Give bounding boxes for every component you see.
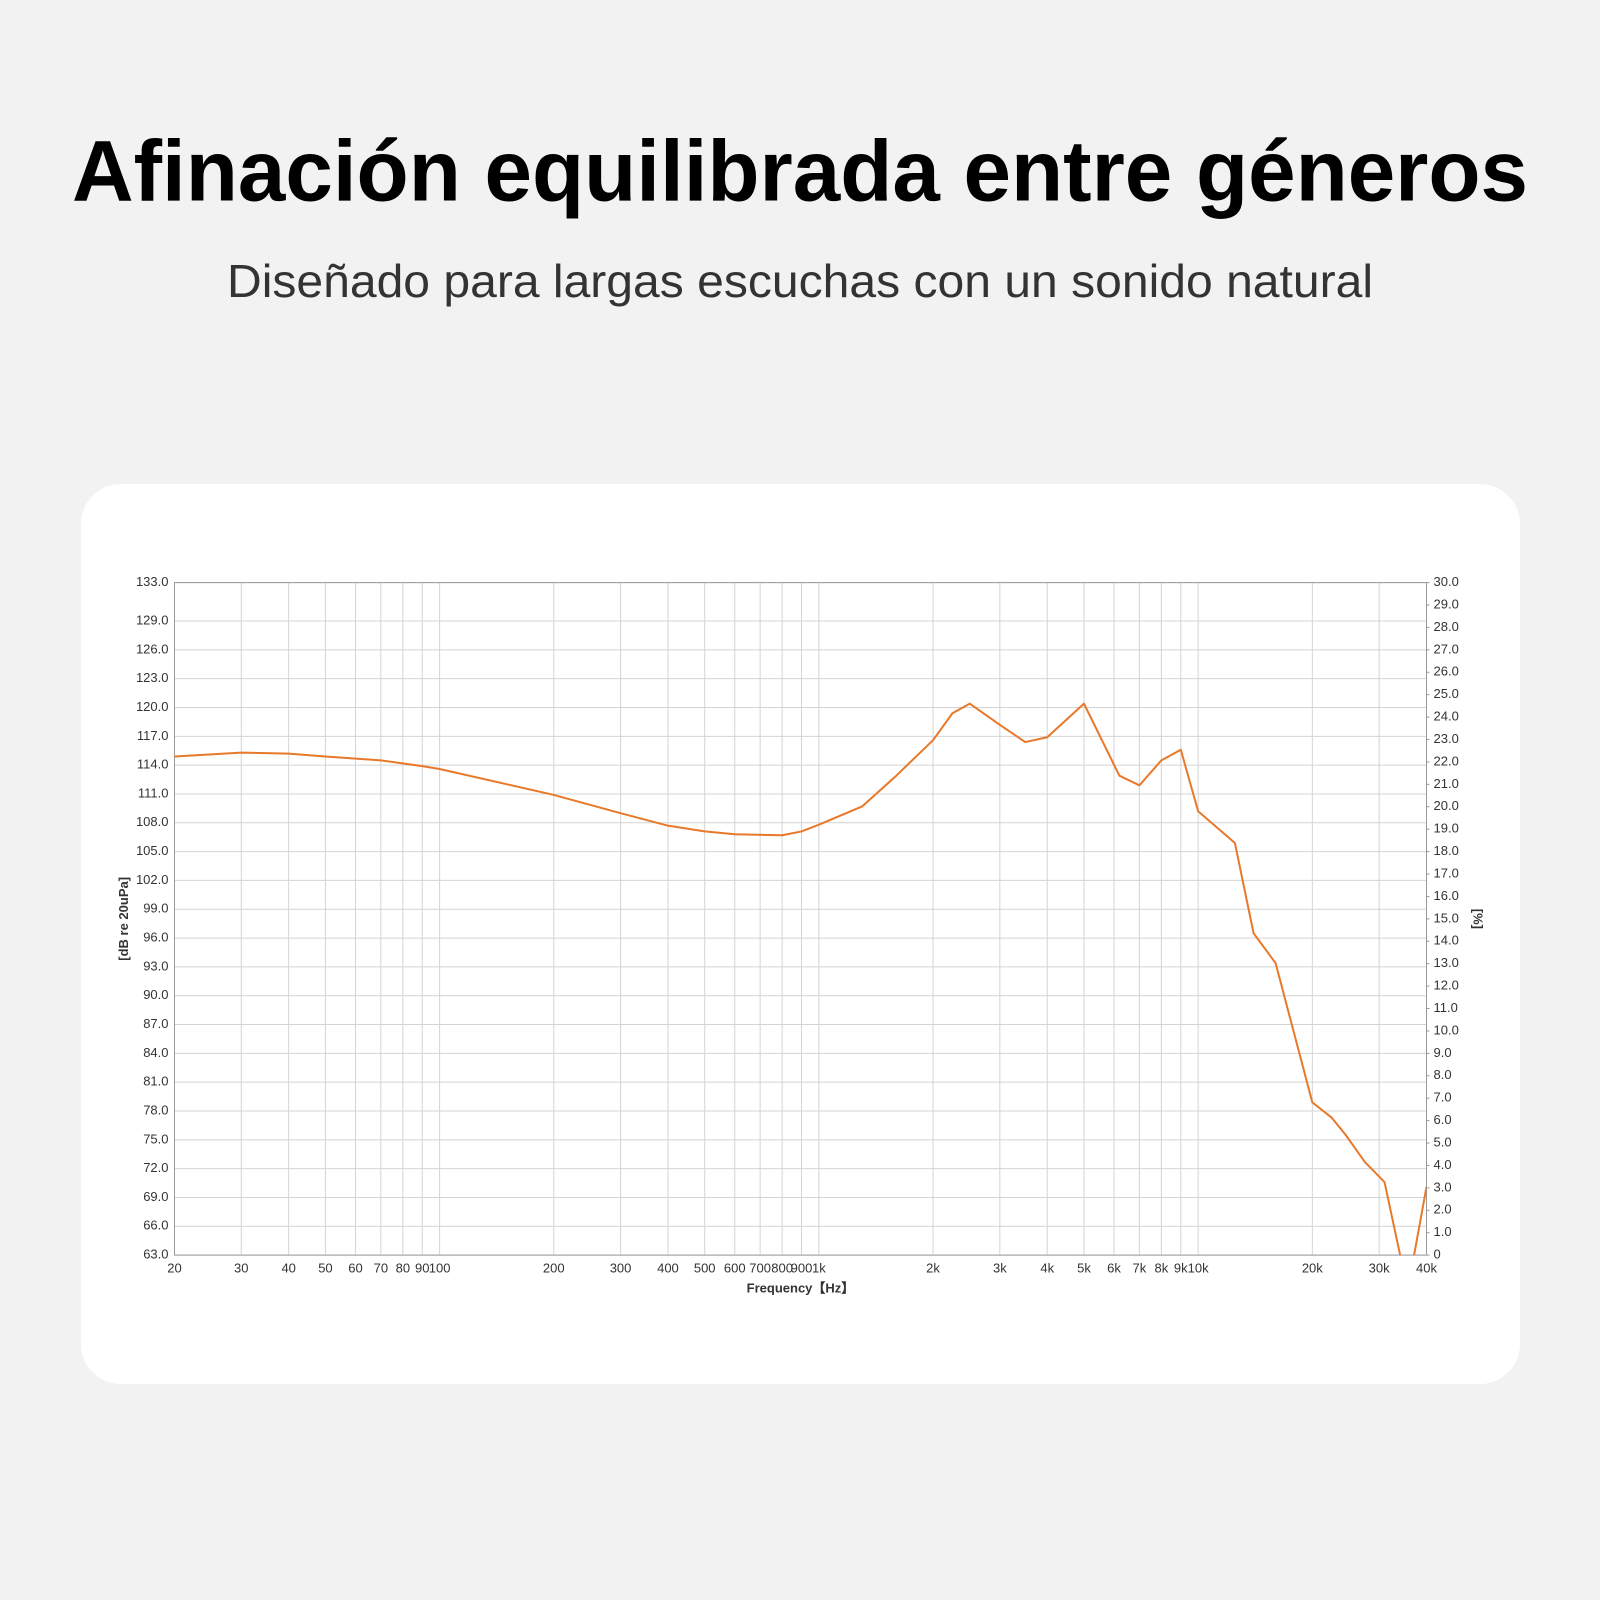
- y-tick-label: 66.0: [143, 1218, 168, 1233]
- y-tick-label: 114.0: [137, 757, 169, 772]
- y-tick-label: 84.0: [143, 1045, 168, 1060]
- y2-axis-label: [%]: [1471, 909, 1486, 929]
- y-tick-label: 96.0: [143, 930, 168, 945]
- y2-tick-label: 1.0: [1434, 1224, 1452, 1239]
- y-tick-label: 117.0: [137, 728, 169, 743]
- y2-tick-label: 21.0: [1434, 776, 1459, 791]
- x-tick-label: 8k: [1155, 1261, 1169, 1276]
- x-tick-label: 30: [234, 1261, 248, 1276]
- y-tick-label: 108.0: [136, 814, 169, 829]
- x-tick-label: 300: [610, 1261, 632, 1276]
- x-tick-label: 30k: [1369, 1261, 1390, 1276]
- y-tick-label: 90.0: [143, 987, 168, 1002]
- y-tick-label: 123.0: [136, 670, 169, 685]
- y-tick-label: 78.0: [143, 1102, 168, 1117]
- y2-tick-label: 24.0: [1434, 709, 1459, 724]
- y-tick-label: 120.0: [136, 699, 169, 714]
- y2-tick-label: 0: [1434, 1247, 1441, 1262]
- plot-frame: [174, 582, 1427, 1256]
- y-tick-label: 72.0: [143, 1160, 168, 1175]
- x-tick-label: 800: [771, 1261, 793, 1276]
- y2-tick-label: 5.0: [1434, 1134, 1452, 1149]
- x-tick-label: 80: [396, 1261, 410, 1276]
- x-tick-label: 1k: [812, 1261, 826, 1276]
- y2-tick-label: 6.0: [1434, 1112, 1452, 1127]
- card: [81, 484, 1520, 1384]
- y2-tick-label: 17.0: [1434, 865, 1459, 880]
- x-tick-label: 3k: [993, 1261, 1007, 1276]
- y2-tick-label: 27.0: [1434, 641, 1459, 656]
- y2-tick-label: 29.0: [1434, 596, 1459, 611]
- y2-tick-label: 19.0: [1434, 821, 1459, 836]
- x-tick-label: 50: [318, 1261, 332, 1276]
- x-tick-label: 400: [657, 1261, 679, 1276]
- x-tick-label: 40: [281, 1261, 295, 1276]
- y2-tick-label: 20.0: [1434, 798, 1459, 813]
- y2-tick-label: 4.0: [1434, 1157, 1452, 1172]
- y2-tick-label: 23.0: [1434, 731, 1459, 746]
- title: Afinación equilibrada entre géneros: [72, 124, 1528, 220]
- x-tick-label: 7k: [1133, 1261, 1147, 1276]
- x-tick-label: 900: [791, 1261, 813, 1276]
- y2-tick-label: 8.0: [1434, 1067, 1452, 1082]
- x-tick-label: 600: [724, 1261, 746, 1276]
- y-tick-label: 93.0: [143, 958, 168, 973]
- y-tick-label: 75.0: [143, 1131, 168, 1146]
- y2-tick-label: 26.0: [1434, 664, 1459, 679]
- subtitle: Diseñado para largas escuchas con un son…: [227, 255, 1373, 307]
- x-tick-label: 500: [694, 1261, 716, 1276]
- chart: 63.0 66.0 69.0 72.0 75.0 78.0 81.0 84.0 87.0 90.0…: [116, 574, 1486, 1296]
- x-tick-label: 700: [749, 1261, 771, 1276]
- y-tick-label: 129.0: [136, 612, 169, 627]
- y-tick-label: 99.0: [143, 901, 168, 916]
- y-tick-label: 105.0: [136, 843, 169, 858]
- y2-tick-label: 28.0: [1434, 619, 1459, 634]
- x-tick-label: 100: [429, 1261, 451, 1276]
- y-tick-label: 133.0: [136, 574, 169, 589]
- y2-tick-label: 13.0: [1434, 955, 1459, 970]
- x-tick-label: 2k: [926, 1261, 940, 1276]
- x-tick-label: 6k: [1107, 1261, 1121, 1276]
- x-tick-label: 4k: [1040, 1261, 1054, 1276]
- x-tick-label: 200: [543, 1261, 565, 1276]
- y-axis-label: [dB re 20uPa]: [116, 877, 131, 961]
- response-curve: [174, 702, 1427, 1256]
- y-tick-label: 102.0: [136, 872, 169, 887]
- y2-tick-label: 30.0: [1434, 574, 1459, 589]
- x-tick-label: 20: [167, 1261, 181, 1276]
- y2-tick-label: 7.0: [1434, 1090, 1452, 1105]
- y2-tick-label: 14.0: [1434, 933, 1459, 948]
- y-tick-label: 81.0: [143, 1074, 168, 1089]
- y2-tick-label: 11.0: [1434, 1000, 1458, 1015]
- y-tick-label: 111.0: [138, 785, 169, 800]
- y2-tick-label: 9.0: [1434, 1045, 1452, 1060]
- x-axis-label: Frequency【Hz】: [747, 1281, 855, 1296]
- x-tick-label: 9k: [1174, 1261, 1188, 1276]
- y-tick-label: 126.0: [136, 641, 169, 656]
- y2-tick-label: 2.0: [1434, 1202, 1452, 1217]
- y2-tick-label: 3.0: [1434, 1179, 1452, 1194]
- x-tick-label: 20k: [1302, 1261, 1323, 1276]
- x-tick-label: 60: [348, 1261, 362, 1276]
- y2-tick-label: 22.0: [1434, 753, 1459, 768]
- x-tick-label: 40k: [1416, 1261, 1437, 1276]
- y2-tick-label: 12.0: [1434, 978, 1459, 993]
- y2-tick-label: 18.0: [1434, 843, 1459, 858]
- y2-tick-label: 15.0: [1434, 910, 1459, 925]
- x-tick-label: 90: [415, 1261, 429, 1276]
- y-tick-label: 69.0: [143, 1189, 168, 1204]
- y2-tick-label: 16.0: [1434, 888, 1459, 903]
- y-tick-label: 87.0: [143, 1016, 168, 1031]
- y2-tick-label: 10.0: [1434, 1022, 1459, 1037]
- y2-tick-label: 25.0: [1434, 686, 1459, 701]
- x-tick-label: 70: [374, 1261, 388, 1276]
- x-tick-label: 5k: [1077, 1261, 1091, 1276]
- x-tick-label: 10k: [1188, 1261, 1209, 1276]
- y-tick-label: 63.0: [143, 1247, 168, 1262]
